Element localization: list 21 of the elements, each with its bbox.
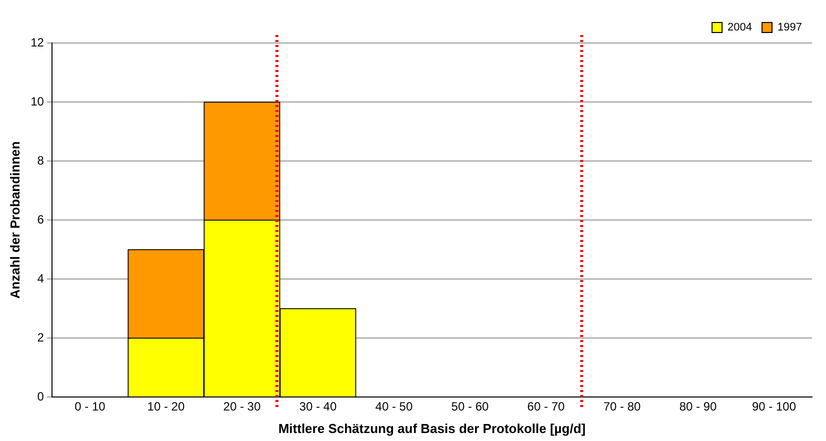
x-tick-label: 40 - 50 [375,400,413,414]
x-tick-label: 50 - 60 [451,400,489,414]
x-tick-label: 90 - 100 [752,400,796,414]
y-tick-label: 0 [37,389,44,404]
x-tick-label: 60 - 70 [527,400,565,414]
y-tick-label: 12 [30,35,44,50]
x-tick-label: 0 - 10 [74,400,106,414]
x-tick-label: 80 - 90 [679,400,717,414]
y-tick-label: 8 [37,153,44,168]
x-tick-label: 30 - 40 [299,400,337,414]
x-tick-label: 20 - 30 [223,400,261,414]
y-tick-label: 6 [37,212,44,226]
x-tick-label: 70 - 80 [603,400,641,414]
y-tick-label: 2 [37,330,44,344]
x-axis-title: Mittlere Schätzung auf Basis der Protokolle [µg/d] [278,420,586,436]
y-tick-label: 4 [37,271,44,286]
x-tick-label: 10 - 20 [147,400,185,414]
legend-label: 2004 [728,22,752,34]
y-tick-label: 10 [30,94,44,108]
y-axis-title: Anzahl der Probandinnen [7,141,22,299]
legend-label: 1997 [778,22,802,34]
